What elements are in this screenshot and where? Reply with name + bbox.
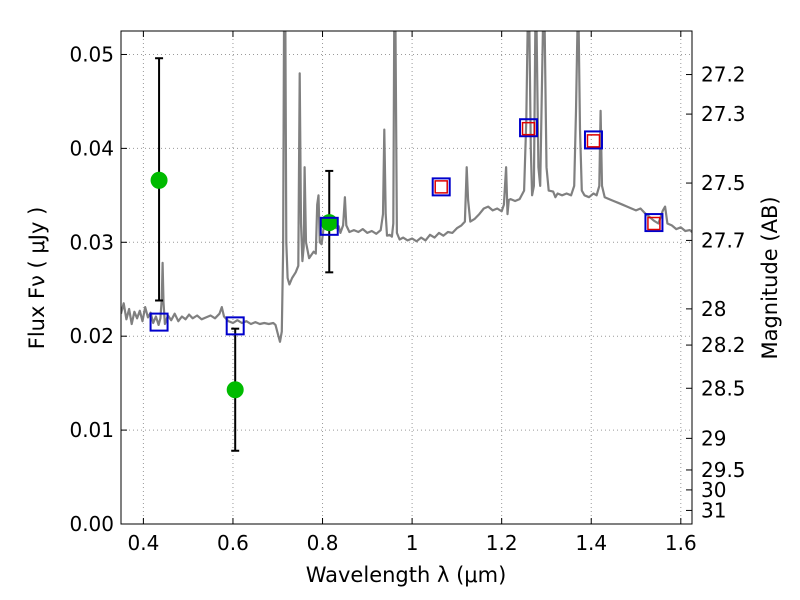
plot-background: [121, 31, 692, 524]
mag-tick-label: 27.2: [701, 63, 746, 87]
mag-tick-label: 29: [701, 426, 726, 450]
mag-tick-label: 28.5: [701, 376, 746, 400]
observed-point: [150, 171, 168, 189]
x-tick-label: 1.2: [486, 531, 518, 555]
x-tick-label: 1: [406, 531, 419, 555]
plot-frame: [120, 30, 693, 525]
y-tick-label: 0.00: [69, 512, 114, 536]
y-tick-label: 0.03: [69, 230, 114, 254]
mag-tick-label: 28: [701, 297, 726, 321]
mag-tick-label: 27.5: [701, 171, 746, 195]
model-square-blue: [583, 130, 603, 150]
x-tick-label: 0.4: [127, 531, 159, 555]
model-square-red: [521, 121, 536, 136]
x-tick-label: 0.6: [217, 531, 249, 555]
model-square-red: [434, 180, 448, 194]
spectrum-line: [121, 31, 692, 343]
model-square-red: [586, 134, 601, 148]
x-tick-label: 1.4: [575, 531, 607, 555]
mag-tick-label: 29.5: [701, 458, 746, 482]
x-tick-label: 1.6: [665, 531, 697, 555]
y-tick-label: 0.05: [69, 42, 114, 66]
observed-point: [226, 381, 244, 399]
data-layer: [121, 31, 692, 452]
x-axis-title: Wavelength λ (μm): [306, 563, 507, 587]
y-axis-right-title: Magnitude (AB): [758, 196, 782, 359]
y-tick-label: 0.01: [69, 418, 114, 442]
mag-tick-label: 31: [701, 498, 726, 522]
mag-tick-label: 30: [701, 478, 726, 502]
model-square-blue: [519, 118, 539, 138]
model-square-blue: [644, 213, 664, 233]
y-tick-label: 0.02: [69, 324, 114, 348]
mag-tick-label: 28.2: [701, 333, 746, 357]
model-square-blue: [149, 312, 169, 332]
axes: 0.4 0.6 0.8 1 1.2 1.4 1.6 0.00 0.01 0.02 0.03 0.04 0…: [69, 31, 746, 555]
model-square-blue: [319, 216, 339, 236]
y-axis-title: Flux Fν ( μJy ): [25, 207, 49, 350]
model-square-blue: [225, 316, 245, 336]
model-square-blue: [431, 177, 451, 197]
mag-tick-label: 27.7: [701, 228, 746, 252]
mag-tick-label: 27.3: [701, 102, 746, 126]
x-tick-label: 0.8: [307, 531, 339, 555]
y-tick-label: 0.04: [69, 136, 114, 160]
model-square-red: [647, 216, 661, 231]
